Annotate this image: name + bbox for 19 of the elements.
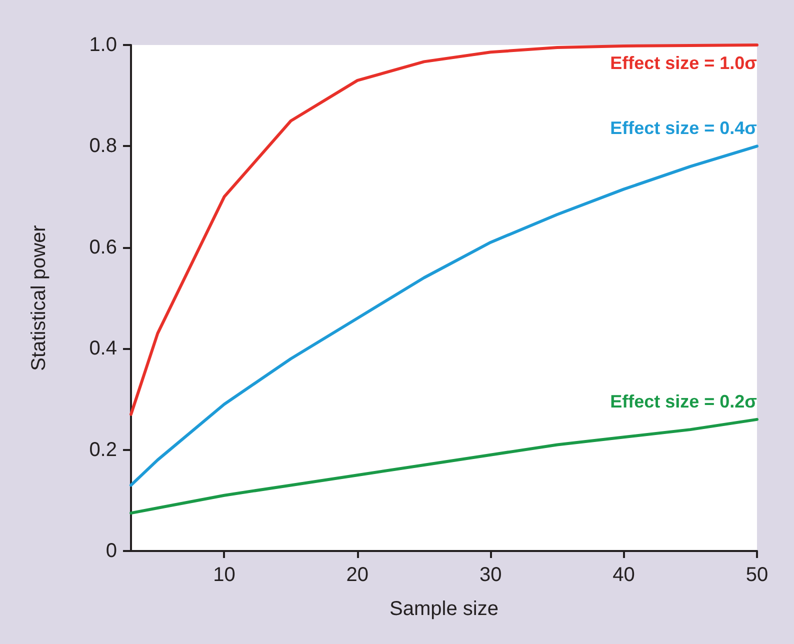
line-series [130, 44, 758, 416]
series-label: Effect size = 0.2σ [610, 391, 757, 412]
x-axis-title: Sample size [390, 598, 498, 620]
x-tick-label: 40 [612, 564, 635, 586]
y-axis-title: Statistical power [28, 224, 50, 371]
line-series [130, 418, 758, 515]
series-label: Effect size = 0.4σ [610, 118, 757, 138]
x-tick-label: 20 [346, 564, 369, 586]
x-tick-label: 50 [746, 564, 768, 586]
y-tick-label: 0.8 [89, 135, 117, 158]
y-tick-label: 0.4 [89, 338, 117, 360]
x-tick-label: 30 [479, 564, 502, 586]
x-tick-label: 10 [213, 564, 236, 586]
y-tick-label: 0.2 [89, 438, 117, 461]
y-tick-label: 0.6 [89, 236, 117, 258]
series-label: Effect size = 1.0σ [610, 53, 757, 73]
y-tick-label: 0 [106, 540, 117, 562]
y-tick-label: 1.0 [89, 34, 117, 56]
line-series [130, 144, 758, 487]
